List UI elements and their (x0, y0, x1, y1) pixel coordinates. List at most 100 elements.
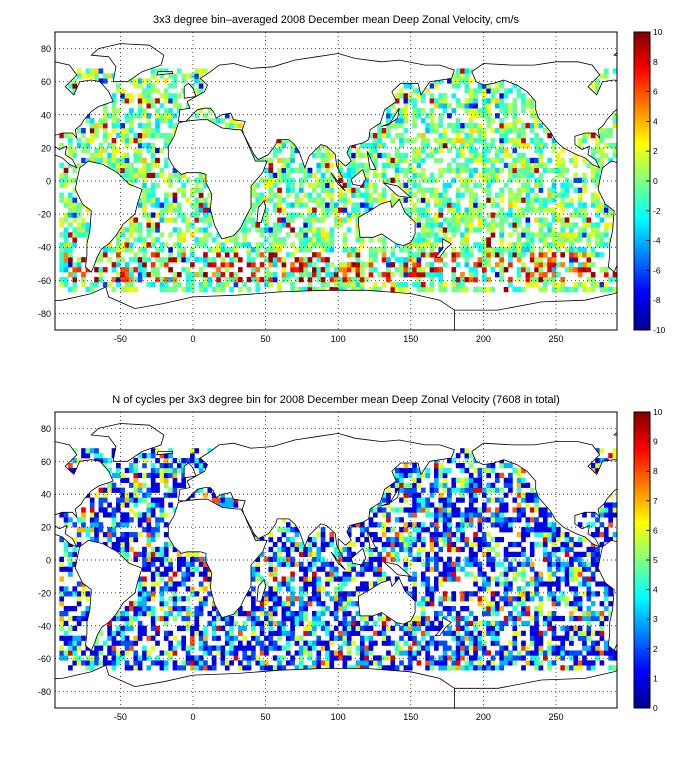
data-cell (390, 286, 396, 293)
data-cell (603, 142, 609, 149)
data-cell (468, 660, 474, 666)
data-cell (460, 591, 465, 597)
data-cell (124, 227, 130, 233)
data-cell (373, 162, 378, 169)
data-cell (281, 222, 287, 228)
data-cell (320, 242, 326, 248)
data-cell (268, 640, 274, 646)
data-cell (508, 137, 513, 144)
data-cell (115, 536, 121, 543)
data-cell (159, 103, 165, 109)
data-cell (556, 566, 561, 572)
data-cell (76, 202, 82, 208)
data-cell (133, 640, 139, 646)
data-cell (59, 566, 65, 572)
data-cell (551, 610, 557, 617)
data-cell (390, 546, 396, 553)
data-cell (312, 252, 317, 258)
data-cell (590, 152, 596, 159)
data-cell (577, 187, 583, 193)
data-cell (434, 487, 439, 493)
data-cell (590, 640, 596, 646)
data-cell (312, 286, 317, 293)
data-cell (490, 497, 496, 503)
data-cell (146, 655, 152, 661)
data-cell (277, 222, 282, 228)
data-cell (425, 601, 430, 607)
data-cell (329, 640, 335, 646)
data-cell (150, 252, 156, 258)
data-cell (203, 596, 208, 602)
data-cell (364, 620, 369, 627)
data-cell (455, 217, 461, 223)
data-cell (394, 147, 400, 154)
data-cell (277, 177, 282, 183)
data-cell (556, 172, 561, 178)
data-cell (120, 640, 126, 646)
data-cell (564, 625, 570, 632)
data-cell (512, 566, 518, 572)
data-cell (503, 522, 509, 528)
data-cell (381, 630, 387, 636)
data-cell (529, 252, 535, 258)
data-cell (224, 630, 230, 636)
data-cell (599, 650, 605, 656)
data-cell (521, 532, 526, 538)
data-cell (573, 601, 579, 607)
data-cell (425, 596, 430, 602)
data-cell (512, 167, 518, 174)
data-cell (547, 267, 552, 273)
data-cell (473, 147, 478, 154)
data-cell (216, 635, 221, 641)
data-cell (272, 606, 278, 612)
data-cell (307, 227, 313, 233)
data-cell (495, 512, 500, 518)
data-cell (346, 625, 352, 632)
data-cell (146, 561, 152, 567)
data-cell (198, 207, 204, 213)
data-cell (268, 162, 274, 169)
data-cell (115, 157, 121, 164)
data-cell (163, 512, 169, 518)
data-cell (477, 113, 483, 119)
data-cell (556, 556, 561, 562)
data-cell (590, 277, 596, 283)
data-cell (190, 232, 195, 238)
data-cell (477, 601, 483, 607)
data-cell (338, 601, 343, 607)
data-cell (516, 482, 522, 488)
data-cell (325, 660, 330, 666)
data-cell (538, 187, 544, 193)
data-cell (290, 242, 295, 248)
data-cell (146, 650, 152, 656)
data-cell (129, 172, 134, 178)
colorbar-tick-label: 4 (653, 116, 658, 126)
data-cell (521, 620, 526, 627)
data-cell (316, 546, 322, 553)
data-cell (556, 527, 561, 533)
data-cell (107, 645, 112, 651)
data-cell (521, 167, 526, 174)
data-cell (473, 192, 478, 198)
data-cell (368, 147, 374, 154)
data-cell (525, 591, 531, 597)
data-cell (608, 157, 613, 164)
data-cell (142, 262, 147, 268)
data-cell (251, 586, 256, 592)
data-cell (364, 536, 369, 543)
data-cell (534, 492, 539, 498)
data-cell (325, 157, 330, 164)
data-cell (129, 123, 134, 129)
data-cell (281, 581, 287, 587)
data-cell (477, 242, 483, 248)
data-cell (115, 277, 121, 283)
data-cell (481, 108, 487, 114)
data-cell (521, 492, 526, 498)
data-cell (373, 281, 378, 288)
colorbar: 10 8 6 4 2 0 -2 -4 -6 -8 -10 (633, 27, 666, 335)
data-cell (503, 556, 509, 562)
data-cell (102, 78, 108, 84)
data-cell (85, 118, 91, 124)
data-cell (429, 267, 435, 273)
data-cell (407, 267, 413, 273)
